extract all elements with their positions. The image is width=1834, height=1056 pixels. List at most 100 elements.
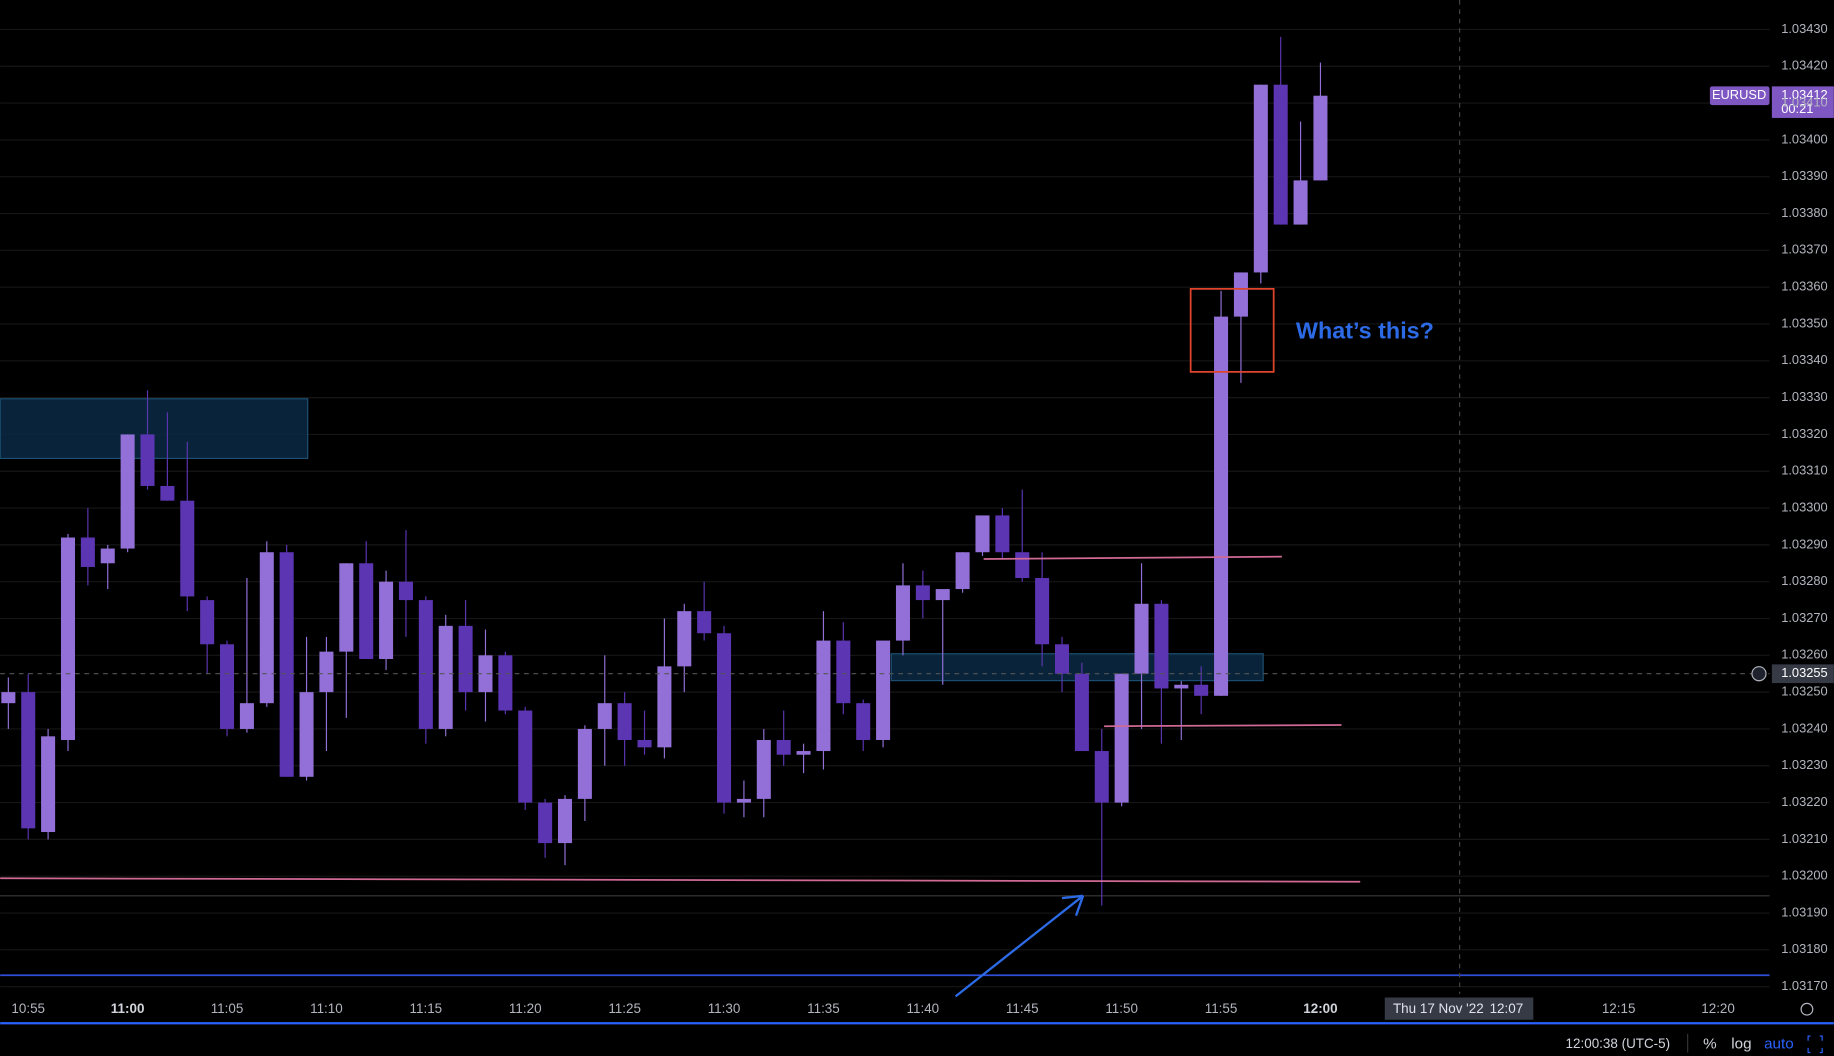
candle-body	[359, 563, 374, 659]
fullscreen-icon[interactable]	[1807, 1035, 1823, 1054]
candle-body	[160, 485, 175, 501]
candle-body	[1194, 684, 1209, 696]
countdown: 00:21	[1781, 101, 1813, 116]
y-tick-label: 1.03420	[1781, 58, 1827, 73]
x-tick-label: 12:15	[1602, 1001, 1636, 1016]
candle-body	[478, 655, 493, 693]
candle-body	[438, 625, 453, 729]
y-tick-label: 1.03280	[1781, 573, 1827, 588]
y-tick-label: 1.03400	[1781, 131, 1827, 146]
y-tick-label: 1.03330	[1781, 389, 1827, 404]
add-icon[interactable]	[1751, 666, 1767, 682]
candle-body	[239, 703, 254, 729]
candle-body	[1313, 95, 1328, 181]
x-tick-label: 11:10	[310, 1001, 343, 1016]
candle-body	[1035, 578, 1050, 645]
candle-body	[1094, 751, 1109, 803]
candle-body	[299, 692, 314, 777]
candle-body	[379, 581, 394, 659]
level-line	[983, 555, 1282, 560]
candle-body	[1, 692, 16, 704]
candle-body	[259, 552, 274, 704]
candle-body	[279, 552, 294, 777]
candle-body	[80, 537, 95, 567]
y-tick-label: 1.03430	[1781, 21, 1827, 36]
candle-body	[796, 751, 811, 755]
candle-body	[577, 728, 592, 799]
candle-body	[895, 585, 910, 641]
symbol-box	[1709, 86, 1770, 106]
y-tick-label: 1.03210	[1781, 831, 1827, 846]
candle-body	[657, 666, 672, 748]
candle-body	[458, 625, 473, 693]
y-tick-label: 1.03190	[1781, 904, 1827, 919]
toolbar-button[interactable]: log	[1731, 1035, 1751, 1052]
candle-body	[1253, 84, 1268, 273]
candle-body	[498, 655, 513, 711]
last-price-box	[1771, 86, 1834, 118]
candle-body	[1154, 603, 1169, 689]
y-tick-label: 1.03340	[1781, 352, 1827, 367]
candle-body	[876, 640, 891, 740]
candle-body	[816, 640, 831, 752]
candle-body	[776, 739, 791, 755]
y-tick-label: 1.03310	[1781, 463, 1827, 478]
y-tick-label: 1.03230	[1781, 757, 1827, 772]
y-tick-label: 1.03250	[1781, 684, 1827, 699]
candle-body	[140, 434, 155, 486]
toolbar-button[interactable]: %	[1703, 1035, 1717, 1052]
y-tick-label: 1.03410	[1781, 94, 1827, 109]
toolbar-button[interactable]: auto	[1764, 1035, 1794, 1052]
candle-body	[1273, 84, 1288, 225]
x-tick-label: 11:15	[410, 1001, 443, 1016]
y-tick-label: 1.03200	[1781, 868, 1827, 883]
y-tick-label: 1.03370	[1781, 242, 1827, 257]
candle-body	[756, 739, 771, 799]
candle-body	[557, 798, 573, 844]
candle-body	[736, 798, 751, 803]
candle-body	[677, 611, 692, 667]
crosshair-date: Thu 17 Nov '22	[1393, 1001, 1484, 1016]
level-line	[1104, 724, 1342, 728]
candle-body	[975, 515, 990, 553]
candle-body	[418, 600, 433, 729]
candle-body	[1015, 552, 1030, 579]
grid	[0, 28, 1770, 988]
symbol-label: EURUSD	[1712, 87, 1766, 102]
x-tick-label: 11:35	[807, 1001, 840, 1016]
candle-body	[319, 651, 334, 693]
candle-body	[518, 710, 533, 803]
candle-body	[398, 581, 413, 601]
y-tick-label: 1.03300	[1781, 499, 1827, 514]
x-tick-label: 11:25	[608, 1001, 641, 1016]
x-tick-label: 11:45	[1006, 1001, 1039, 1016]
candle-body	[21, 692, 36, 829]
x-tick-label: 10:55	[11, 1001, 45, 1016]
arrow	[954, 894, 1085, 998]
candle-body	[915, 585, 930, 601]
candle-body	[697, 611, 712, 634]
candle-body	[836, 640, 851, 704]
candle-body	[856, 703, 871, 740]
x-tick-label: 11:55	[1205, 1001, 1238, 1016]
x-tick-label: 11:40	[907, 1001, 940, 1016]
annotation: What’s this?	[1296, 317, 1434, 343]
candle-body	[220, 644, 235, 729]
y-tick-label: 1.03290	[1781, 536, 1827, 551]
candle-body	[180, 500, 195, 597]
candle-body	[1233, 272, 1248, 317]
highlight-box	[1189, 287, 1275, 373]
crosshair-price-box	[1771, 664, 1834, 684]
y-tick-label: 1.03360	[1781, 279, 1827, 294]
clock: 12:00:38 (UTC-5)	[1566, 1036, 1671, 1051]
candle-body	[995, 515, 1010, 553]
y-tick-label: 1.03170	[1781, 978, 1827, 993]
settings-icon[interactable]	[1800, 1002, 1814, 1016]
crosshair-time-box	[1384, 997, 1534, 1020]
candle-body	[935, 589, 950, 601]
candle-body	[717, 633, 732, 803]
y-tick-label: 1.03180	[1781, 941, 1827, 956]
x-tick-label: 11:00	[111, 1001, 145, 1016]
